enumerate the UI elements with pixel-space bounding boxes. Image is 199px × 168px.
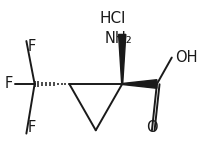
Text: F: F	[28, 120, 36, 135]
Text: NH₂: NH₂	[105, 31, 133, 46]
Text: F: F	[5, 76, 13, 92]
Polygon shape	[119, 34, 126, 84]
Polygon shape	[122, 80, 157, 88]
Text: F: F	[28, 39, 36, 54]
Text: OH: OH	[175, 50, 198, 65]
Text: O: O	[146, 120, 158, 135]
Text: HCl: HCl	[99, 11, 126, 26]
